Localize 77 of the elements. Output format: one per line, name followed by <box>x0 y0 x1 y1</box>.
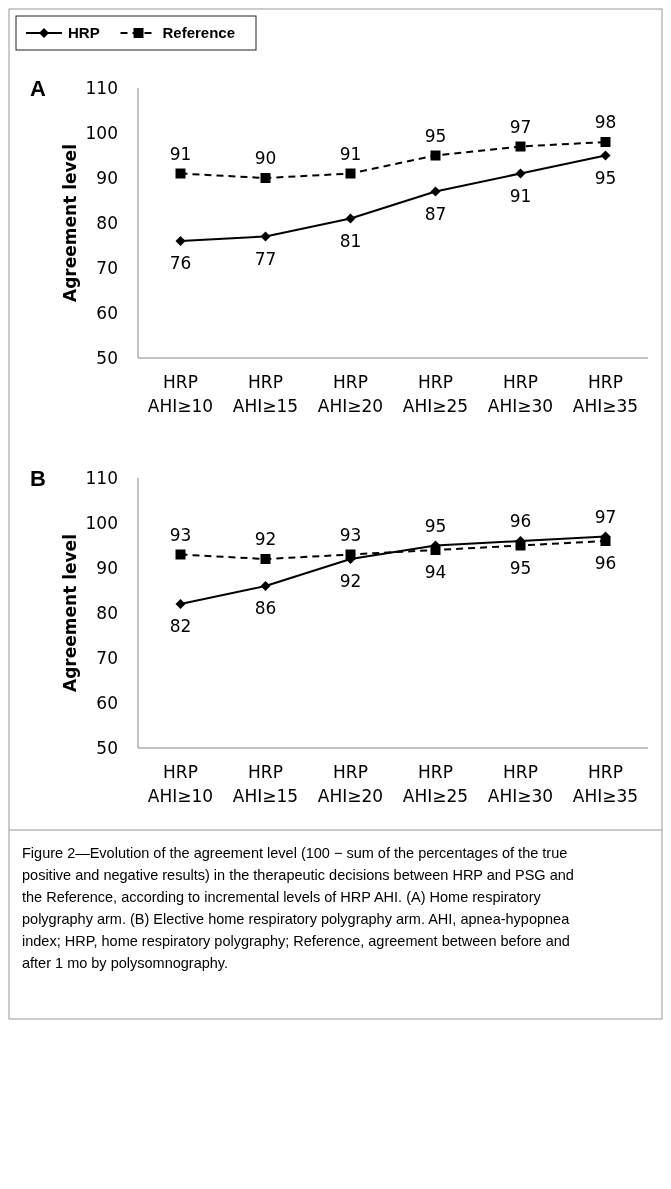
data-label: 93 <box>339 524 362 545</box>
x-tick-label: HRP AHI≥15 <box>232 762 299 806</box>
x-tick-label: HRP AHI≥30 <box>487 762 554 806</box>
data-label: 91 <box>509 185 532 206</box>
point <box>260 581 271 591</box>
y-tick-label: 100 <box>85 122 118 143</box>
x-tick-label: HRP AHI≥20 <box>317 762 384 806</box>
x-tick-label: HRP AHI≥10 <box>147 372 214 416</box>
data-label: 87 <box>424 203 447 224</box>
point <box>600 536 611 546</box>
y-tick-label: 60 <box>96 692 118 713</box>
y-tick-label: 70 <box>96 257 118 278</box>
point <box>430 186 441 197</box>
point <box>260 554 271 564</box>
x-tick-label: HRP AHI≥10 <box>147 762 214 806</box>
point <box>515 168 526 179</box>
y-tick-label: 110 <box>85 77 118 98</box>
data-label: 96 <box>509 511 532 531</box>
y-tick-label: 110 <box>85 467 118 488</box>
data-label: 95 <box>424 515 447 536</box>
data-label: 77 <box>254 248 277 269</box>
data-label: 96 <box>594 553 617 573</box>
point <box>600 150 611 161</box>
y-axis-title: Agreement level <box>60 534 80 692</box>
point <box>430 150 441 161</box>
data-label: 95 <box>509 557 532 578</box>
legend-label: HRP <box>68 24 100 41</box>
data-label: 97 <box>509 116 532 137</box>
data-label: 93 <box>169 524 192 545</box>
point <box>175 549 186 560</box>
y-tick-label: 60 <box>96 302 118 323</box>
x-tick-label: HRP AHI≥15 <box>232 372 299 416</box>
y-axis-title: Agreement level <box>60 144 80 302</box>
point <box>515 540 526 551</box>
chart-title: B <box>30 466 46 491</box>
y-tick-label: 80 <box>96 602 118 623</box>
data-label: 81 <box>339 230 362 251</box>
y-tick-label: 90 <box>96 167 118 188</box>
point <box>260 173 271 183</box>
x-tick-label: HRP AHI≥35 <box>572 372 639 416</box>
caption: Figure 2—Evolution of the agreement level (100 − sum of the percentages of the true positive and negative results) in the therapeutic decisions between HRP and PSG and the Reference, according to incremental levels of HRP AHI. (A) Home respiratory polygraphy arm. (B) Elective home respiratory polygraphy arm. AHI, apnea-hypopnea index; HRP, home respiratory polygraphy; Reference, agreement between before and after 1 mo by polysomnography. <box>22 845 574 971</box>
data-label: 95 <box>594 167 617 188</box>
data-label: 82 <box>169 616 192 636</box>
point <box>345 549 356 560</box>
data-label: 94 <box>424 562 447 582</box>
x-tick-label: HRP AHI≥30 <box>487 372 554 416</box>
x-tick-label: HRP AHI≥25 <box>402 372 469 416</box>
y-tick-label: 50 <box>96 737 118 758</box>
y-tick-label: 100 <box>85 512 118 533</box>
data-label: 95 <box>424 125 447 146</box>
point <box>430 545 441 555</box>
point <box>175 599 186 609</box>
data-label: 91 <box>339 143 362 164</box>
chart-title: A <box>30 76 46 101</box>
y-tick-label: 90 <box>96 557 118 578</box>
point <box>345 213 356 224</box>
data-label: 92 <box>339 571 362 591</box>
data-label: 90 <box>254 148 277 168</box>
data-label: 92 <box>254 529 277 549</box>
data-label: 91 <box>169 143 192 164</box>
point <box>515 141 526 152</box>
x-tick-label: HRP AHI≥20 <box>317 372 384 416</box>
point <box>600 137 611 147</box>
point <box>175 168 186 179</box>
point <box>260 231 271 242</box>
data-label: 98 <box>594 112 617 132</box>
point <box>175 236 186 246</box>
legend-label: Reference <box>162 24 236 41</box>
point <box>345 168 356 179</box>
x-tick-label: HRP AHI≥35 <box>572 762 639 806</box>
y-tick-label: 50 <box>96 347 118 368</box>
y-tick-label: 70 <box>96 647 118 668</box>
data-label: 86 <box>254 598 277 618</box>
y-tick-label: 80 <box>96 212 118 233</box>
data-label: 97 <box>594 506 617 527</box>
data-label: 76 <box>169 253 192 273</box>
x-tick-label: HRP AHI≥25 <box>402 762 469 806</box>
